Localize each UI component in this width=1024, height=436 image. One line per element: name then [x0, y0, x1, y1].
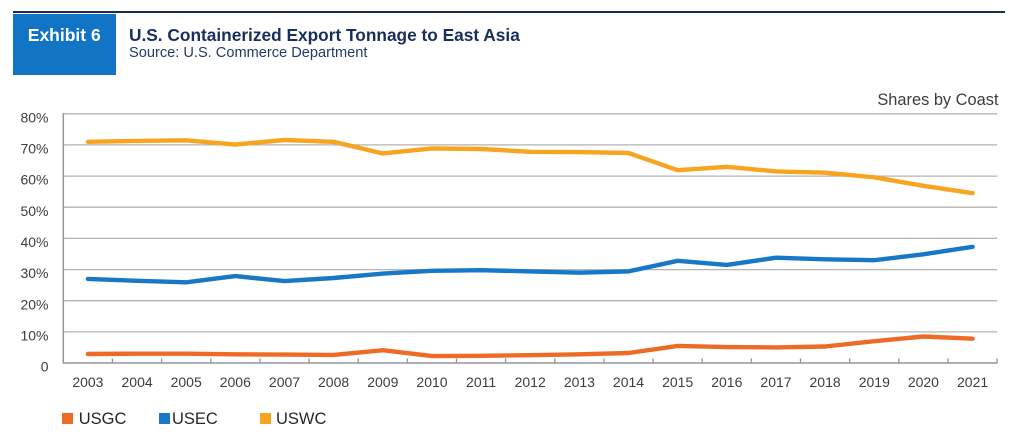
svg-text:2008: 2008 — [318, 374, 349, 390]
svg-text:2016: 2016 — [711, 374, 742, 390]
svg-text:0: 0 — [41, 359, 49, 375]
svg-text:2010: 2010 — [416, 374, 447, 390]
svg-text:2018: 2018 — [810, 374, 841, 390]
svg-text:2013: 2013 — [564, 374, 595, 390]
svg-text:2009: 2009 — [367, 374, 398, 390]
svg-text:2003: 2003 — [72, 374, 103, 390]
svg-text:40%: 40% — [20, 234, 48, 250]
svg-text:2017: 2017 — [760, 374, 791, 390]
svg-text:80%: 80% — [20, 109, 48, 125]
svg-text:2020: 2020 — [908, 374, 939, 390]
svg-text:10%: 10% — [20, 328, 48, 344]
svg-text:30%: 30% — [20, 265, 48, 281]
svg-text:2012: 2012 — [515, 374, 546, 390]
svg-text:2004: 2004 — [122, 374, 153, 390]
svg-text:2011: 2011 — [466, 374, 496, 390]
svg-text:2019: 2019 — [859, 374, 890, 390]
svg-text:70%: 70% — [20, 141, 48, 157]
svg-text:2021: 2021 — [957, 374, 988, 390]
svg-text:2007: 2007 — [269, 374, 300, 390]
svg-text:50%: 50% — [20, 203, 48, 219]
svg-text:20%: 20% — [20, 296, 48, 312]
svg-text:2006: 2006 — [220, 374, 251, 390]
svg-text:2015: 2015 — [662, 374, 693, 390]
svg-text:2005: 2005 — [171, 374, 202, 390]
svg-text:60%: 60% — [20, 172, 48, 188]
svg-text:2014: 2014 — [613, 374, 644, 390]
